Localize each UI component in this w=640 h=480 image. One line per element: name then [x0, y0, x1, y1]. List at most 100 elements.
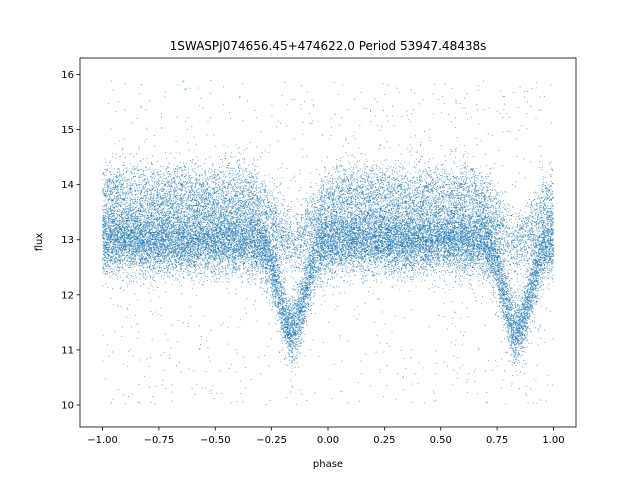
data-point — [155, 247, 156, 248]
data-point — [371, 207, 372, 208]
data-point — [304, 315, 305, 316]
data-point — [261, 244, 262, 245]
data-point — [282, 95, 283, 96]
data-point — [320, 188, 321, 189]
data-point — [478, 190, 479, 191]
data-point — [530, 389, 531, 390]
data-point — [502, 310, 503, 311]
data-point — [236, 261, 237, 262]
data-point — [281, 290, 282, 291]
data-point — [161, 166, 162, 167]
data-point — [532, 264, 533, 265]
data-point — [342, 268, 343, 269]
data-point — [430, 208, 431, 209]
data-point — [272, 281, 273, 282]
data-point — [369, 257, 370, 258]
data-point — [469, 259, 470, 260]
data-point — [203, 107, 204, 108]
data-point — [411, 196, 412, 197]
data-point — [336, 255, 337, 256]
data-point — [361, 242, 362, 243]
data-point — [469, 258, 470, 259]
data-point — [138, 332, 139, 333]
data-point — [522, 307, 523, 308]
data-point — [369, 243, 370, 244]
data-point — [299, 295, 300, 296]
data-point — [303, 341, 304, 342]
data-point — [252, 195, 253, 196]
data-point — [200, 280, 201, 281]
data-point — [253, 238, 254, 239]
data-point — [428, 226, 429, 227]
data-point — [287, 315, 288, 316]
data-point — [380, 183, 381, 184]
data-point — [175, 169, 176, 170]
data-point — [315, 269, 316, 270]
data-point — [169, 245, 170, 246]
data-point — [412, 238, 413, 239]
data-point — [137, 199, 138, 200]
data-point — [245, 260, 246, 261]
data-point — [199, 267, 200, 268]
data-point — [173, 189, 174, 190]
data-point — [540, 325, 541, 326]
data-point — [110, 234, 111, 235]
data-point — [102, 286, 103, 287]
data-point — [527, 102, 528, 103]
data-point — [159, 270, 160, 271]
data-point — [310, 286, 311, 287]
data-point — [305, 211, 306, 212]
data-point — [538, 196, 539, 197]
data-point — [169, 277, 170, 278]
data-point — [240, 380, 241, 381]
data-point — [200, 270, 201, 271]
data-point — [128, 204, 129, 205]
data-point — [151, 241, 152, 242]
data-point — [493, 168, 494, 169]
data-point — [224, 202, 225, 203]
data-point — [374, 190, 375, 191]
data-point — [535, 218, 536, 219]
data-point — [553, 213, 554, 214]
data-point — [134, 254, 135, 255]
data-point — [476, 230, 477, 231]
data-point — [212, 192, 213, 193]
data-point — [166, 205, 167, 206]
data-point — [514, 305, 515, 306]
data-point — [208, 198, 209, 199]
data-point — [227, 224, 228, 225]
data-point — [503, 245, 504, 246]
data-point — [405, 260, 406, 261]
data-point — [528, 216, 529, 217]
data-point — [319, 286, 320, 287]
data-point — [304, 219, 305, 220]
data-point — [194, 235, 195, 236]
data-point — [512, 258, 513, 259]
data-point — [280, 305, 281, 306]
data-point — [347, 237, 348, 238]
data-point — [341, 268, 342, 269]
data-point — [235, 177, 236, 178]
data-point — [256, 205, 257, 206]
data-point — [282, 273, 283, 274]
data-point — [271, 297, 272, 298]
data-point — [432, 222, 433, 223]
data-point — [120, 263, 121, 264]
data-point — [446, 197, 447, 198]
data-point — [201, 223, 202, 224]
data-point — [252, 206, 253, 207]
data-point — [236, 237, 237, 238]
data-point — [160, 210, 161, 211]
data-point — [304, 313, 305, 314]
data-point — [199, 267, 200, 268]
data-point — [518, 350, 519, 351]
data-point — [177, 243, 178, 244]
data-point — [526, 263, 527, 264]
data-point — [547, 272, 548, 273]
data-point — [474, 381, 475, 382]
data-point — [304, 266, 305, 267]
data-point — [407, 276, 408, 277]
data-point — [537, 266, 538, 267]
data-point — [467, 157, 468, 158]
data-point — [295, 249, 296, 250]
